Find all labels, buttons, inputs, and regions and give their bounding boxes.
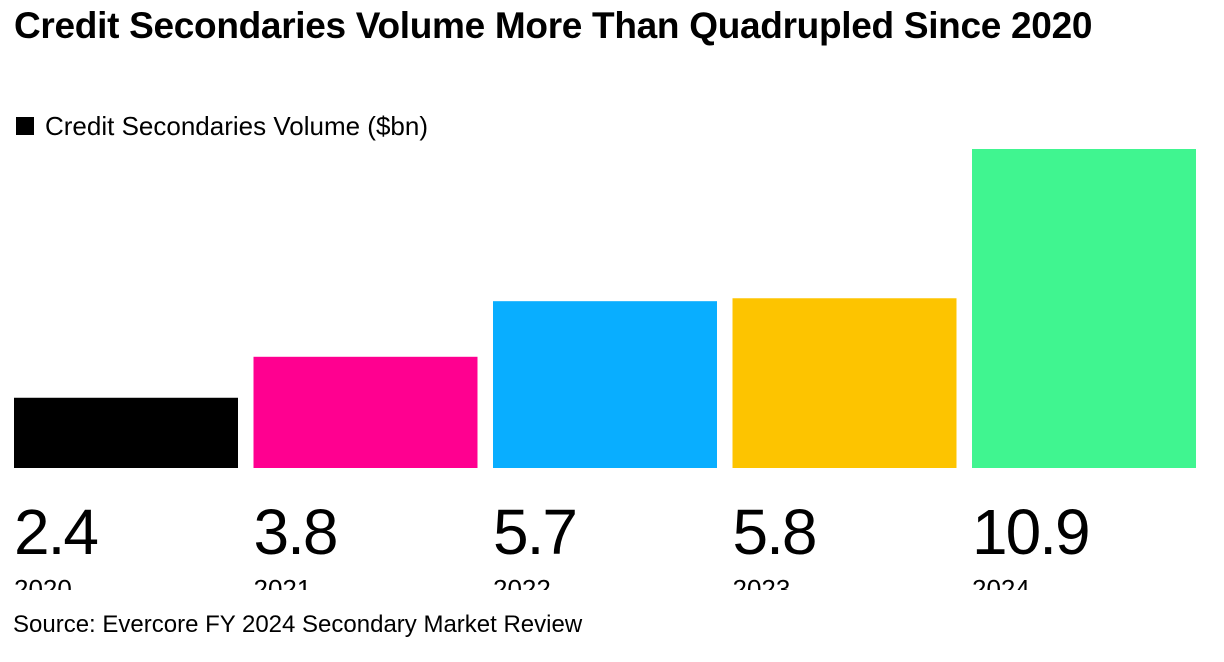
- source-note: Source: Evercore FY 2024 Secondary Marke…: [13, 611, 583, 638]
- bar-2024: [972, 149, 1196, 468]
- chart-title: Credit Secondaries Volume More Than Quad…: [14, 5, 1093, 46]
- bar-2023: [732, 298, 957, 468]
- legend-label: Credit Secondaries Volume ($bn): [45, 111, 428, 141]
- category-label: 2020: [14, 574, 72, 590]
- bar-2021: [253, 356, 478, 468]
- bar-value-label: 2.4: [14, 496, 97, 568]
- category-label: 2021: [254, 574, 312, 590]
- bar-2022: [493, 301, 717, 468]
- bar-2020: [14, 397, 238, 468]
- bar-value-label: 5.8: [733, 496, 816, 568]
- category-label: 2022: [493, 574, 551, 590]
- bar-chart: 2.4 2020 3.8 2021 5.7 2022 5.8 2023 10.9 2024: [14, 149, 1196, 590]
- bar-value-label: 10.9: [972, 496, 1089, 568]
- bar-value-label: 3.8: [254, 496, 337, 568]
- legend: Credit Secondaries Volume ($bn): [16, 111, 428, 141]
- legend-swatch: [16, 117, 34, 135]
- category-label: 2024: [972, 574, 1030, 590]
- bar-value-label: 5.7: [493, 496, 576, 568]
- category-label: 2023: [733, 574, 791, 590]
